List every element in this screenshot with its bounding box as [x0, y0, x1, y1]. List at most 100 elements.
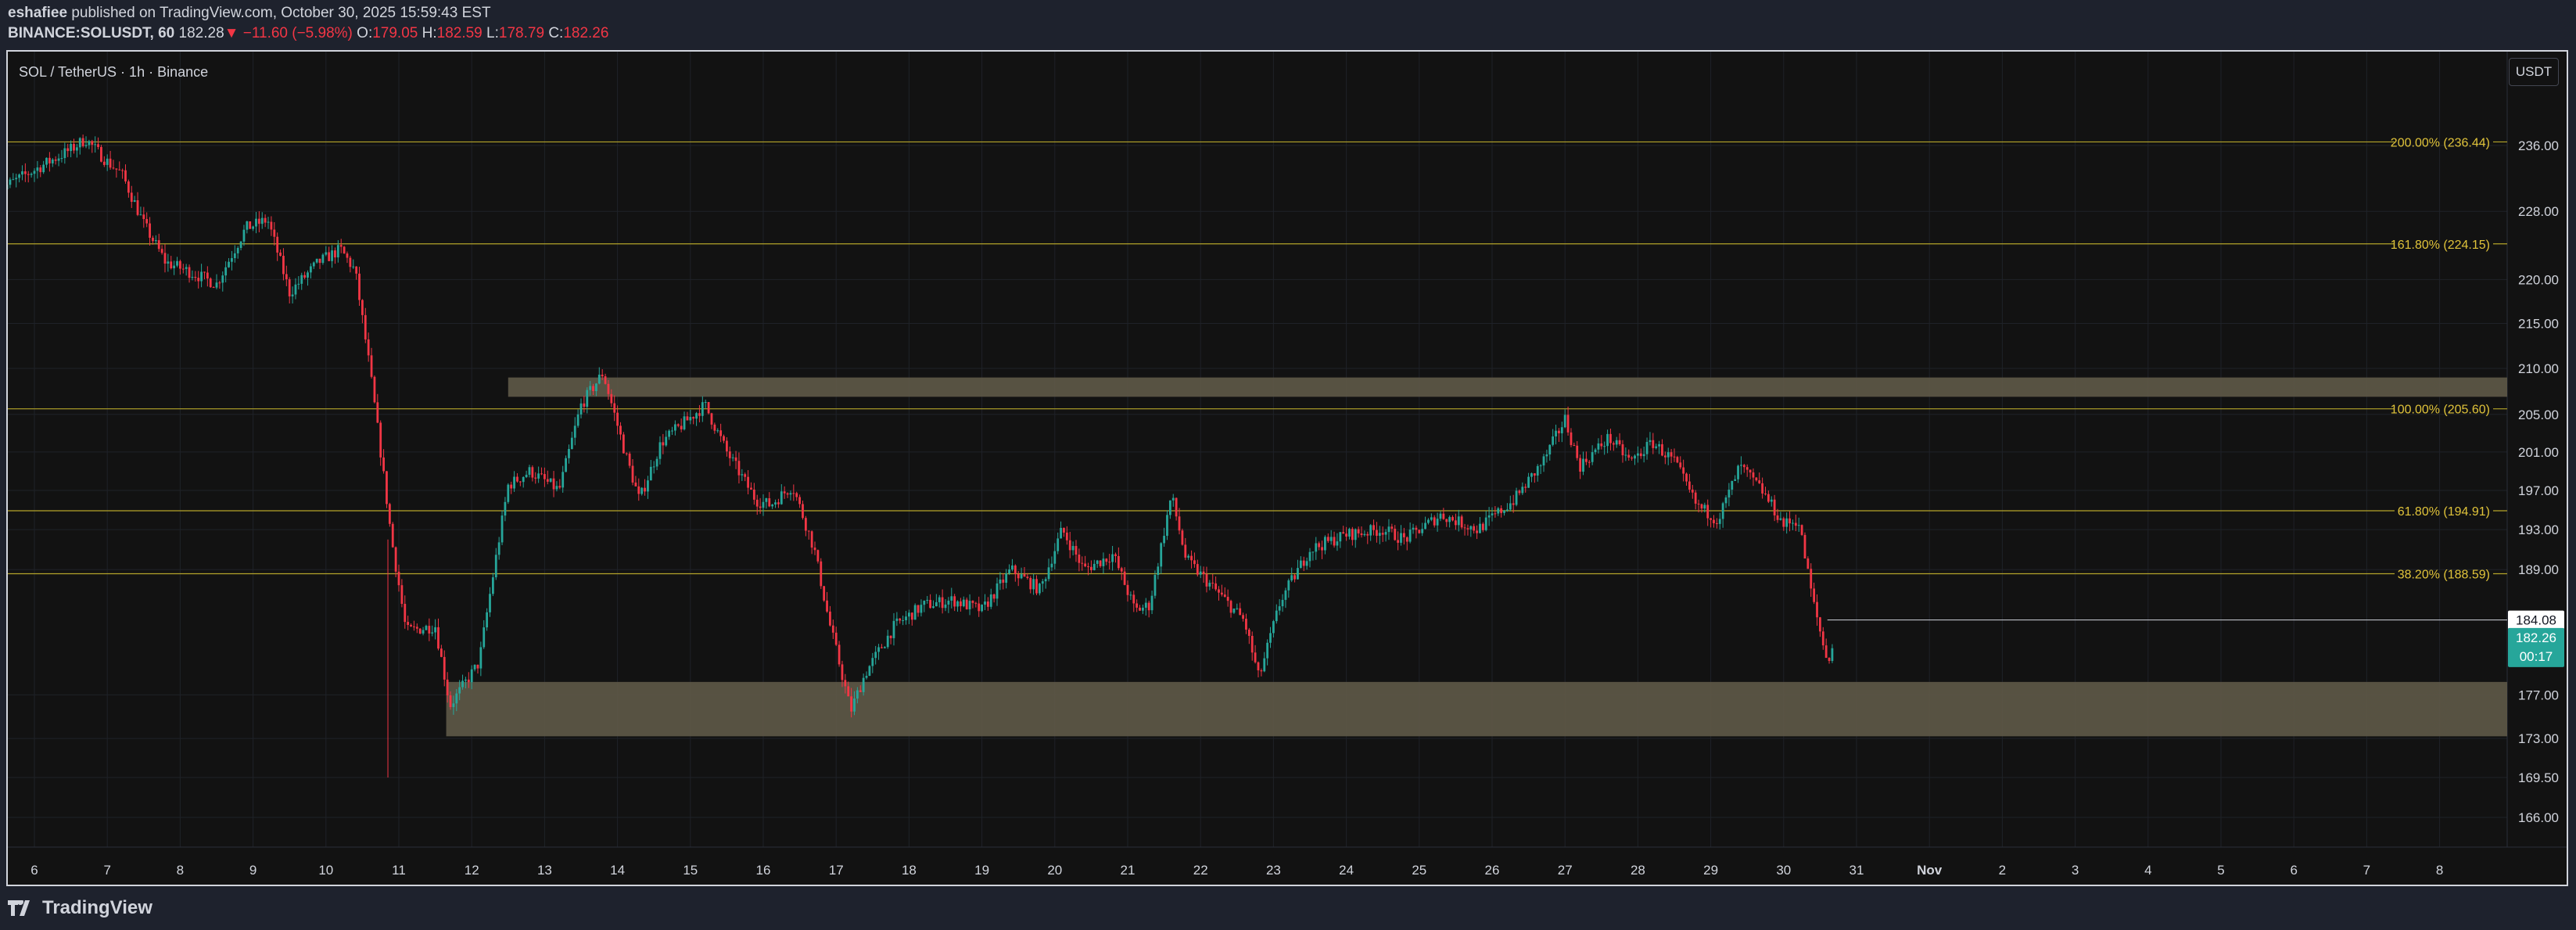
- time-tick-label: 7: [2363, 863, 2370, 878]
- candle-body: [686, 416, 689, 421]
- candle-body: [1533, 473, 1536, 476]
- candle-body: [1281, 599, 1284, 607]
- candle-body: [507, 484, 510, 502]
- candle-body: [191, 276, 194, 278]
- candle-body: [1455, 520, 1457, 526]
- price-tick-label: 201.00: [2518, 445, 2559, 460]
- tradingview-logo[interactable]: TradingView: [8, 897, 152, 919]
- candle-body: [622, 434, 625, 454]
- candle-body: [1205, 574, 1208, 587]
- candle-body: [1038, 583, 1041, 594]
- candle-body: [1041, 581, 1044, 584]
- candle-body: [221, 275, 224, 283]
- candle-body: [759, 506, 762, 508]
- candle-body: [97, 144, 99, 147]
- candle-body: [1275, 610, 1278, 622]
- candle-body: [170, 261, 173, 268]
- candle-body: [1558, 430, 1560, 433]
- candle-body: [1226, 597, 1229, 601]
- candle-body: [747, 476, 749, 488]
- candle-body: [1402, 533, 1405, 537]
- candle-body: [1047, 567, 1050, 580]
- candle-body: [1703, 504, 1706, 509]
- candle-body: [483, 627, 486, 648]
- candle-body: [321, 254, 325, 264]
- candle-body: [640, 487, 644, 494]
- candle-body: [1063, 527, 1065, 533]
- price-chart[interactable]: 200.00% (236.44) 161.80% (224.15) 100.00% …: [8, 52, 2567, 885]
- candle-body: [1527, 476, 1530, 488]
- candle-body: [752, 489, 755, 500]
- candle-body: [1168, 500, 1171, 515]
- candle-body: [1566, 415, 1570, 433]
- candle-body: [558, 486, 561, 488]
- footer: TradingView: [0, 886, 2576, 930]
- candle-body: [1035, 579, 1038, 594]
- candle-body: [899, 618, 902, 621]
- candle-body: [935, 601, 938, 607]
- candle-body: [364, 314, 367, 339]
- candle-body: [597, 374, 601, 384]
- candle-body: [1484, 517, 1487, 530]
- candle-body: [707, 401, 710, 414]
- candle-body: [228, 261, 230, 268]
- candle-body: [1023, 574, 1026, 577]
- time-tick-label: 16: [756, 863, 771, 878]
- chart-pane[interactable]: 200.00% (236.44) 161.80% (224.15) 100.00% …: [6, 50, 2568, 886]
- candle-body: [929, 599, 931, 609]
- candle-body: [1418, 530, 1421, 533]
- candle-body: [1645, 442, 1649, 454]
- candle-body: [1530, 473, 1533, 477]
- candle-body: [288, 279, 291, 296]
- candle-body: [583, 403, 586, 408]
- high-label: H:: [422, 25, 437, 41]
- price-tick-label: 210.00: [2518, 361, 2559, 376]
- candle-body: [528, 467, 531, 475]
- candle-body: [713, 424, 716, 431]
- candle-body: [36, 167, 39, 171]
- candle-body: [260, 217, 264, 224]
- candle-body: [1315, 543, 1318, 552]
- time-tick-label: 21: [1121, 863, 1136, 878]
- candle-body: [115, 168, 118, 170]
- candle-body: [1794, 522, 1797, 526]
- time-tick-label: 29: [1703, 863, 1718, 878]
- candle-body: [1500, 508, 1503, 513]
- candle-body: [601, 374, 604, 377]
- candle-body: [570, 437, 573, 450]
- candle-body: [1139, 607, 1141, 611]
- candle-body: [826, 600, 828, 612]
- candle-body: [39, 167, 42, 173]
- time-tick-label: 25: [1412, 863, 1426, 878]
- time-tick-label: 19: [974, 863, 989, 878]
- candle-body: [1157, 566, 1160, 576]
- candle-body: [109, 158, 112, 168]
- candle-body: [1339, 532, 1342, 542]
- candle-body: [66, 148, 70, 152]
- candle-body: [877, 647, 880, 652]
- candle-body: [586, 390, 589, 408]
- candle-body: [282, 256, 285, 275]
- low-value: 178.79: [498, 25, 545, 41]
- candle-body: [992, 594, 996, 599]
- candle-body: [765, 497, 768, 502]
- candle-body: [1776, 515, 1779, 520]
- candle-body: [1075, 546, 1078, 555]
- candle-body: [318, 258, 321, 264]
- last-price-tag: [2508, 627, 2564, 667]
- currency-button[interactable]: USDT: [2509, 58, 2559, 86]
- candle-body: [762, 501, 765, 508]
- candle-body: [1318, 543, 1321, 548]
- candle-body: [376, 402, 379, 423]
- candle-body: [325, 252, 328, 255]
- candle-body: [1390, 526, 1394, 529]
- candle-body: [1060, 527, 1062, 539]
- candle-body: [27, 174, 30, 175]
- candle-body: [455, 693, 458, 704]
- candle-body: [892, 620, 895, 638]
- candle-body: [470, 669, 473, 683]
- candle-body: [755, 499, 759, 507]
- candle-body: [102, 161, 106, 165]
- candle-body: [1324, 537, 1326, 551]
- publisher-name[interactable]: eshafiee: [8, 5, 68, 21]
